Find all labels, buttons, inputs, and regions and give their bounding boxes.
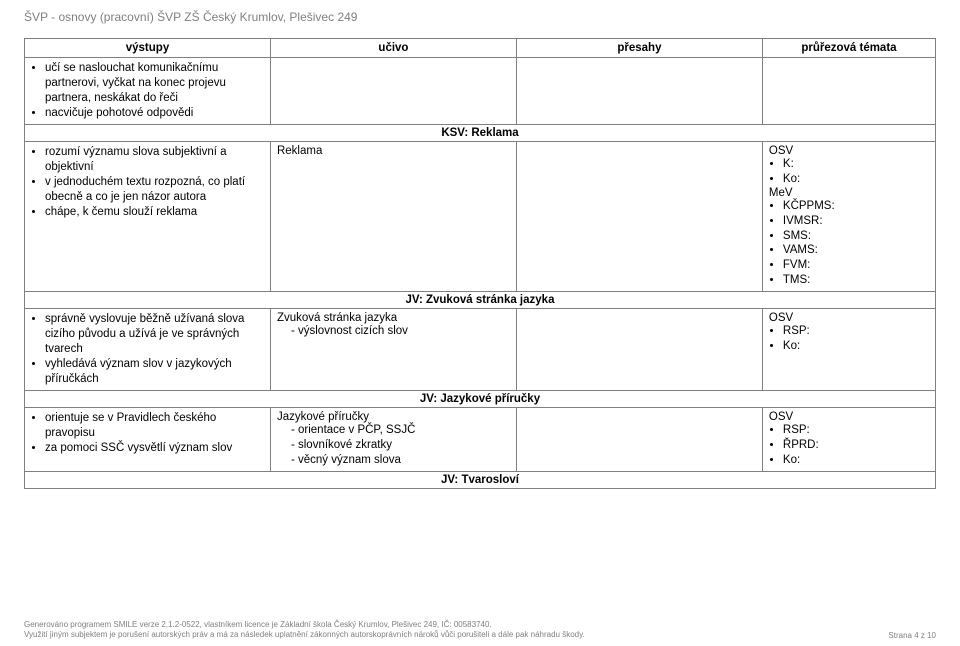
theme-line: OSV [769,411,929,423]
overlaps-cell [516,407,762,471]
list-item: SMS: [783,229,929,244]
themes-cell [762,58,935,125]
list-item: ŘPRD: [783,438,929,453]
list-item: orientuje se v Pravidlech českého pravop… [45,411,264,441]
list-item: správně vyslovuje běžně užívaná slova ci… [45,312,264,357]
list-item: chápe, k čemu slouží reklama [45,205,264,220]
theme-list: K: Ko: [769,157,929,187]
themes-cell: OSV RSP: ŘPRD: Ko: [762,407,935,471]
section-row: JV: Zvuková stránka jazyka [25,292,936,309]
content-sub: - výslovnost cizích slov [277,324,510,339]
section-row: JV: Jazykové příručky [25,390,936,407]
table-row: orientuje se v Pravidlech českého pravop… [25,407,936,471]
page-footer: Generováno programem SMILE verze 2.1.2-0… [24,620,936,640]
section-label: KSV: Reklama [25,124,936,141]
outputs-list: správně vyslovuje běžně užívaná slova ci… [31,312,264,387]
list-item: Ko: [783,172,929,187]
list-item: VAMS: [783,243,929,258]
content-sub: - slovníkové zkratky [277,438,510,453]
list-item: nacvičuje pohotové odpovědi [45,106,264,121]
section-label: JV: Tvarosloví [25,471,936,488]
overlaps-cell [516,58,762,125]
outputs-list: učí se naslouchat komunikačnímu partnero… [31,61,264,121]
col-header-content: učivo [270,39,516,58]
section-row: KSV: Reklama [25,124,936,141]
theme-line: MeV [769,187,929,199]
theme-list: RSP: ŘPRD: Ko: [769,423,929,468]
content-main: Jazykové příručky [277,411,510,423]
footer-page-number: Strana 4 z 10 [888,631,936,640]
col-header-overlaps: přesahy [516,39,762,58]
list-item: IVMSR: [783,214,929,229]
list-item: RSP: [783,423,929,438]
list-item: TMS: [783,273,929,288]
content-cell [270,58,516,125]
table-row: rozumí významu slova subjektivní a objek… [25,141,936,292]
list-item: Ko: [783,339,929,354]
content-main: Reklama [277,145,510,157]
content-cell: Zvuková stránka jazyka - výslovnost cizí… [270,309,516,391]
section-label: JV: Jazykové příručky [25,390,936,407]
theme-line: OSV [769,145,929,157]
theme-line: OSV [769,312,929,324]
themes-cell: OSV K: Ko: MeV KČPPMS: IVMSR: SMS: VAMS:… [762,141,935,292]
overlaps-cell [516,141,762,292]
content-sub: - věcný význam slova [277,453,510,468]
footer-left: Generováno programem SMILE verze 2.1.2-0… [24,620,585,640]
content-cell: Jazykové příručky - orientace v PČP, SSJ… [270,407,516,471]
theme-list: KČPPMS: IVMSR: SMS: VAMS: FVM: TMS: [769,199,929,289]
col-header-outputs: výstupy [25,39,271,58]
list-item: vyhledává význam slov v jazykových příru… [45,357,264,387]
list-item: rozumí významu slova subjektivní a objek… [45,145,264,175]
table-row: správně vyslovuje běžně užívaná slova ci… [25,309,936,391]
table-row: učí se naslouchat komunikačnímu partnero… [25,58,936,125]
list-item: za pomoci SSČ vysvětlí význam slov [45,441,264,456]
section-label: JV: Zvuková stránka jazyka [25,292,936,309]
list-item: KČPPMS: [783,199,929,214]
list-item: v jednoduchém textu rozpozná, co platí o… [45,175,264,205]
footer-line1: Generováno programem SMILE verze 2.1.2-0… [24,620,585,630]
theme-list: RSP: Ko: [769,324,929,354]
curriculum-table: výstupy učivo přesahy průřezová témata u… [24,38,936,489]
list-item: Ko: [783,453,929,468]
table-header-row: výstupy učivo přesahy průřezová témata [25,39,936,58]
content-cell: Reklama [270,141,516,292]
outputs-list: orientuje se v Pravidlech českého pravop… [31,411,264,456]
section-row: JV: Tvarosloví [25,471,936,488]
footer-line2: Využití jiným subjektem je porušení auto… [24,630,585,640]
outputs-list: rozumí významu slova subjektivní a objek… [31,145,264,220]
col-header-themes: průřezová témata [762,39,935,58]
overlaps-cell [516,309,762,391]
content-sub: - orientace v PČP, SSJČ [277,423,510,438]
themes-cell: OSV RSP: Ko: [762,309,935,391]
content-main: Zvuková stránka jazyka [277,312,510,324]
document-header: ŠVP - osnovy (pracovní) ŠVP ZŠ Český Kru… [24,10,936,24]
list-item: učí se naslouchat komunikačnímu partnero… [45,61,264,106]
list-item: K: [783,157,929,172]
list-item: RSP: [783,324,929,339]
list-item: FVM: [783,258,929,273]
